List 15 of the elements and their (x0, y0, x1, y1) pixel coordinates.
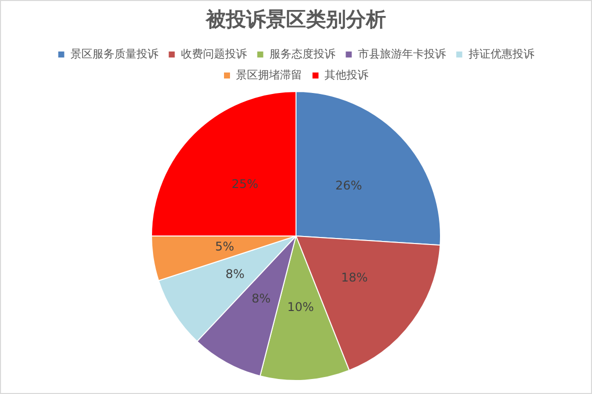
data-label: 26% (335, 178, 362, 193)
chart-title: 被投诉景区类别分析 (205, 7, 386, 32)
data-label: 10% (287, 300, 314, 314)
legend-label: 服务态度投诉 (269, 47, 336, 60)
data-label: 8% (225, 266, 245, 281)
legend-label: 收费问题投诉 (180, 47, 247, 60)
data-label: 18% (341, 270, 368, 285)
legend-label: 景区拥堵滞留 (236, 68, 302, 82)
data-label: 5% (215, 239, 234, 254)
data-label: 8% (252, 291, 271, 306)
legend-label: 景区服务质量投诉 (70, 47, 158, 60)
data-label: 25% (232, 177, 258, 192)
legend-label: 持证优惠投诉 (468, 47, 534, 60)
legend-label: 市县旅游年卡投诉 (358, 47, 446, 60)
legend-label: 其他投诉 (324, 68, 368, 82)
